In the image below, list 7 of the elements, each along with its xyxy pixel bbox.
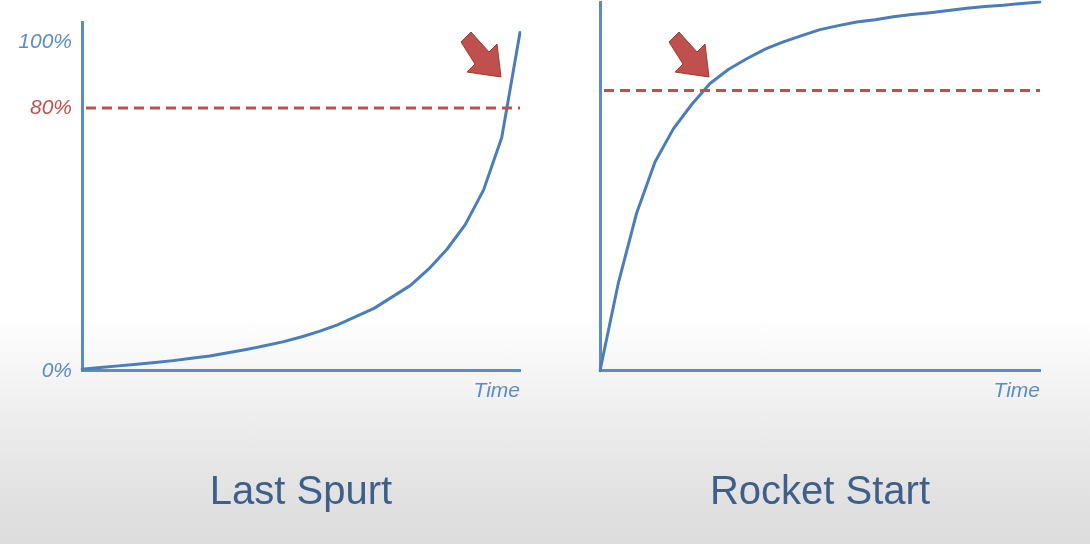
text: Last Spurt [208, 468, 394, 513]
x-axis-title: Time [993, 378, 1040, 402]
x-axis-title: Time [473, 378, 520, 402]
y-tick-label: 100% [18, 29, 72, 53]
text: Rocket Start [708, 468, 932, 513]
y-tick-label: 0% [41, 357, 72, 381]
y-tick-label: 80% [29, 94, 72, 118]
